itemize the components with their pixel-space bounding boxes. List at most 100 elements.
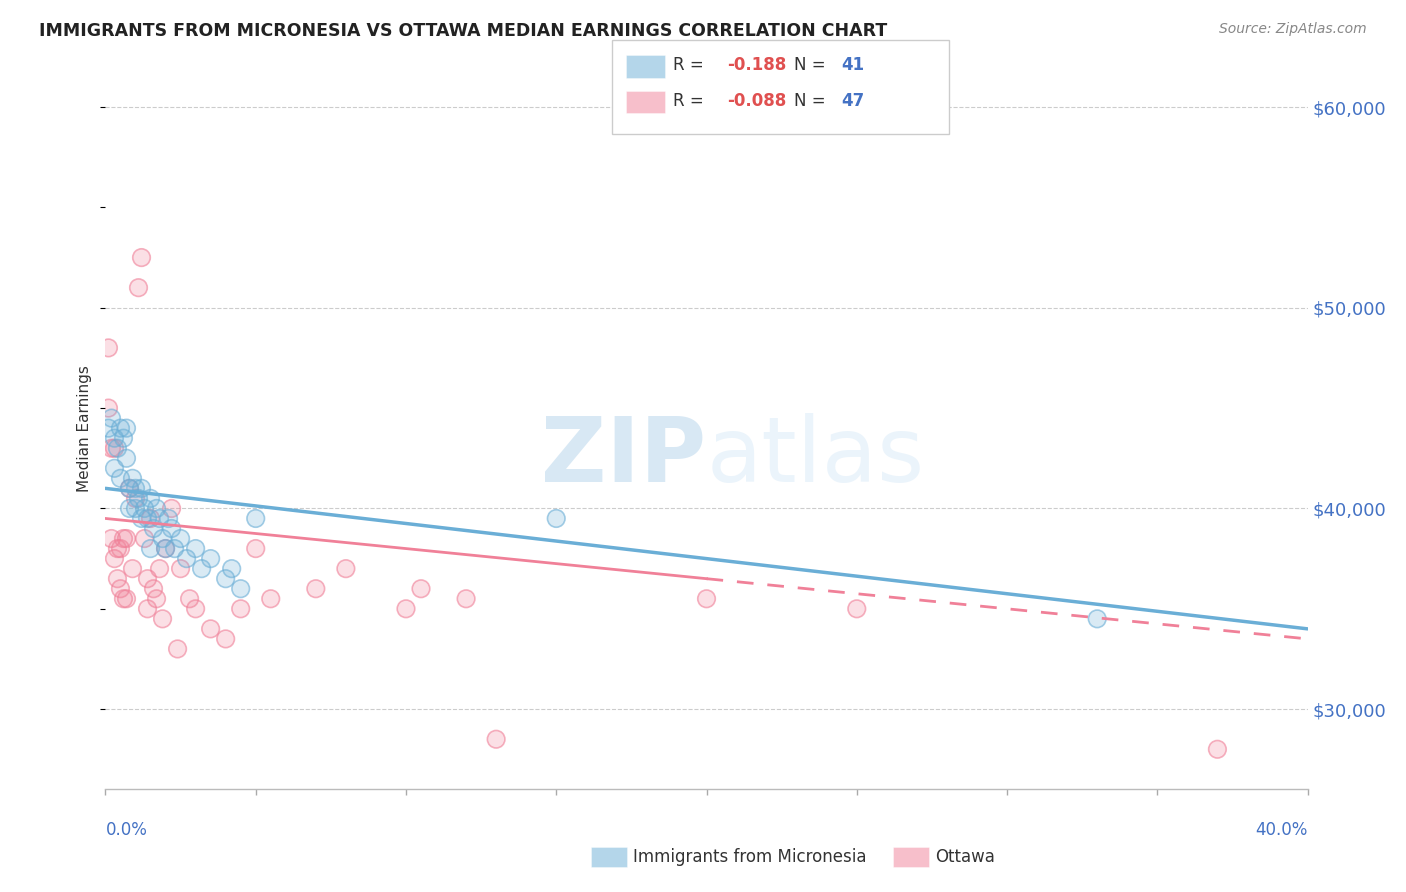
Point (139, 541, 162, 556)
Point (200, 551, 222, 566)
Text: N =: N = (794, 92, 825, 110)
Point (103, 431, 125, 445)
Point (190, 562, 212, 576)
Point (136, 602, 159, 616)
Point (118, 501, 141, 516)
Point (131, 482, 153, 496)
Text: -0.188: -0.188 (727, 56, 786, 74)
Point (184, 541, 207, 556)
Point (131, 251, 153, 265)
Point (176, 551, 198, 566)
Point (128, 491, 150, 506)
Text: -0.088: -0.088 (727, 92, 786, 110)
Point (155, 541, 177, 556)
Point (107, 541, 129, 556)
Point (245, 511, 267, 525)
Point (214, 572, 236, 586)
Point (229, 602, 252, 616)
Point (128, 491, 150, 506)
Point (145, 501, 167, 516)
Point (845, 602, 868, 616)
Y-axis label: Median Earnings: Median Earnings (77, 365, 93, 491)
Point (155, 541, 177, 556)
Point (229, 582, 252, 596)
Point (118, 482, 141, 496)
Point (115, 532, 138, 546)
Point (395, 602, 418, 616)
Text: Source: ZipAtlas.com: Source: ZipAtlas.com (1219, 22, 1367, 37)
Point (160, 521, 183, 535)
Point (121, 562, 143, 576)
Point (142, 521, 165, 535)
Point (103, 551, 125, 566)
Point (97, 401, 120, 416)
Point (245, 541, 267, 556)
Point (454, 591, 477, 606)
Text: ZIP: ZIP (541, 413, 707, 501)
Point (152, 532, 174, 546)
Point (115, 591, 138, 606)
Point (112, 591, 135, 606)
Point (229, 602, 252, 616)
Point (112, 591, 135, 606)
Point (1085, 612, 1108, 626)
Point (136, 511, 159, 525)
Point (169, 562, 191, 576)
Point (112, 431, 135, 445)
Point (136, 511, 159, 525)
Point (118, 482, 141, 496)
Point (166, 642, 188, 657)
Point (454, 591, 477, 606)
Point (546, 511, 568, 525)
Text: Ottawa: Ottawa (935, 848, 995, 866)
Point (131, 482, 153, 496)
Text: 47: 47 (841, 92, 865, 110)
Point (214, 632, 236, 646)
Point (409, 582, 432, 596)
Point (128, 281, 150, 295)
Point (131, 511, 153, 525)
Point (134, 532, 156, 546)
Point (110, 541, 132, 556)
Point (145, 591, 167, 606)
Point (107, 572, 129, 586)
Point (139, 511, 162, 525)
Point (121, 471, 143, 485)
Point (110, 582, 132, 596)
Text: 40.0%: 40.0% (1256, 821, 1308, 838)
Text: 41: 41 (841, 56, 863, 74)
Point (103, 461, 125, 475)
Point (546, 511, 568, 525)
Point (152, 612, 174, 626)
Point (145, 501, 167, 516)
Point (110, 582, 132, 596)
Point (163, 541, 186, 556)
Point (124, 501, 146, 516)
Point (112, 431, 135, 445)
Point (115, 532, 138, 546)
Text: Immigrants from Micronesia: Immigrants from Micronesia (633, 848, 866, 866)
Point (97, 341, 120, 355)
Point (107, 541, 129, 556)
Point (169, 532, 191, 546)
Point (110, 541, 132, 556)
Point (124, 482, 146, 496)
Point (124, 491, 146, 506)
Point (107, 572, 129, 586)
Point (169, 532, 191, 546)
Point (107, 442, 129, 456)
Point (121, 562, 143, 576)
Point (152, 612, 174, 626)
Text: 0.0%: 0.0% (105, 821, 148, 838)
Point (97, 421, 120, 435)
Text: atlas: atlas (707, 413, 925, 501)
Point (97, 421, 120, 435)
Point (139, 491, 162, 506)
Point (148, 562, 170, 576)
Point (214, 572, 236, 586)
Point (485, 732, 508, 747)
Point (160, 501, 183, 516)
Point (1085, 612, 1108, 626)
Point (112, 532, 135, 546)
Point (110, 471, 132, 485)
